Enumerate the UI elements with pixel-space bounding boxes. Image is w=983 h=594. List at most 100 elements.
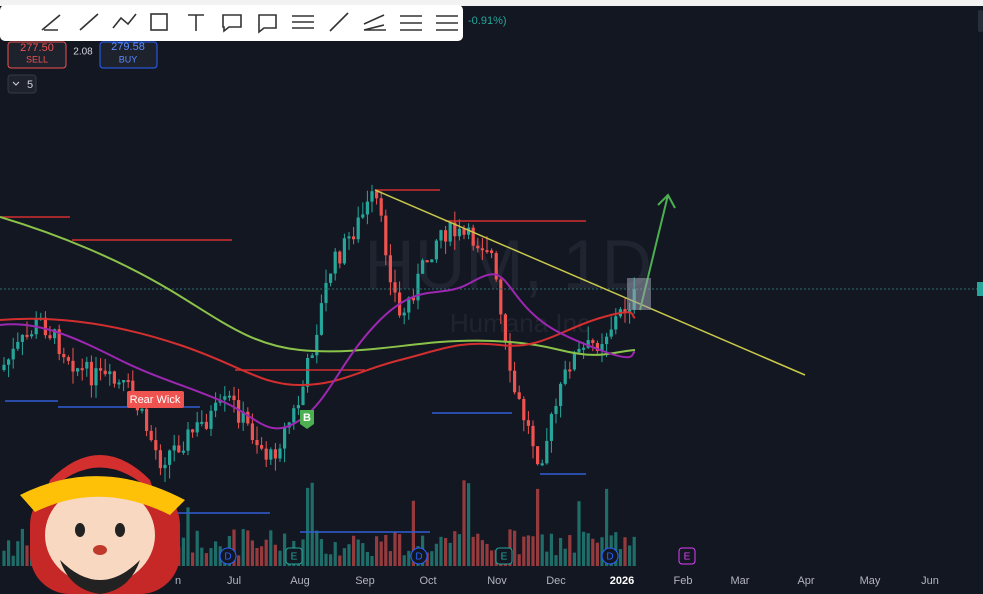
- volume-bar: [485, 543, 489, 566]
- candle-body: [260, 445, 264, 449]
- volume-bar: [632, 536, 636, 566]
- candle-body: [352, 236, 356, 240]
- candle-body: [209, 410, 213, 429]
- candle-body: [361, 214, 365, 218]
- volume-bar: [605, 488, 609, 566]
- tool-path[interactable]: [112, 13, 137, 29]
- candle-body: [347, 236, 351, 239]
- candle-body: [117, 382, 121, 385]
- volume-bar: [232, 529, 236, 566]
- tool-fib[interactable]: [292, 15, 314, 29]
- x-tick-label: Dec: [546, 575, 566, 587]
- volume-bar: [246, 530, 250, 566]
- volume-bar: [329, 554, 333, 566]
- candle-body: [379, 198, 383, 216]
- candle-body: [434, 240, 438, 260]
- candle-body: [563, 369, 567, 384]
- volume-bar: [195, 530, 199, 566]
- volume-bar: [614, 532, 618, 566]
- volume-bar: [315, 530, 319, 566]
- scroll-button[interactable]: [978, 10, 983, 32]
- volume-bar: [333, 542, 337, 566]
- volume-bar: [370, 555, 374, 566]
- tool-line[interactable]: [79, 13, 99, 31]
- buy-button[interactable]: [99, 41, 158, 69]
- price-change: -0.91%): [468, 15, 507, 27]
- x-tick-label: Oct: [419, 575, 436, 587]
- x-tick-label: May: [860, 575, 881, 587]
- candle-body: [572, 352, 576, 370]
- candle-body: [600, 344, 604, 351]
- volume-bar: [7, 540, 11, 566]
- candle-body: [499, 279, 503, 315]
- tool-text[interactable]: [188, 14, 204, 31]
- candle-body: [278, 448, 282, 459]
- sell-button[interactable]: [7, 41, 67, 69]
- volume-bar: [347, 544, 351, 566]
- event-label: D: [415, 552, 422, 563]
- volume-bar: [526, 535, 530, 566]
- candle-body: [549, 413, 553, 441]
- candle-body: [241, 411, 245, 423]
- candle-body: [310, 355, 314, 359]
- event-marker: [601, 547, 619, 565]
- candle-body: [485, 250, 489, 253]
- volume-bar: [16, 541, 20, 566]
- candle-body: [145, 408, 149, 431]
- candle-body: [338, 251, 342, 264]
- volume-bar: [448, 542, 452, 566]
- x-tick-label: Feb: [674, 575, 693, 587]
- volume-bar: [513, 530, 517, 566]
- candle-body: [131, 380, 135, 396]
- candle-body: [329, 273, 333, 283]
- volume-bar: [214, 541, 218, 566]
- candle-body: [503, 314, 507, 342]
- tool-settings[interactable]: [436, 15, 458, 31]
- event-marker: [410, 547, 428, 565]
- candle-body: [457, 228, 461, 237]
- tool-brush[interactable]: [41, 14, 61, 31]
- candle-body: [531, 425, 535, 447]
- volume-bar: [407, 550, 411, 566]
- signal-marker: [300, 410, 314, 429]
- volume-bar: [411, 500, 415, 566]
- indicator-toggle[interactable]: [7, 74, 37, 94]
- volume-bar: [393, 531, 397, 566]
- buy-label: BUY: [119, 54, 138, 64]
- tool-note[interactable]: [258, 14, 277, 34]
- candle-body: [246, 411, 250, 424]
- candle-body: [292, 408, 296, 423]
- volume-bar: [186, 507, 190, 566]
- indicator-count: 5: [27, 79, 33, 91]
- volume-bar: [269, 530, 273, 566]
- tool-callout[interactable]: [222, 14, 242, 33]
- tool-fan[interactable]: [363, 14, 386, 31]
- event-marker: [219, 547, 237, 565]
- candle-body: [356, 217, 360, 240]
- candle-body: [94, 368, 98, 386]
- candle-body: [480, 248, 484, 251]
- volume-bar: [457, 534, 461, 566]
- candle-body: [365, 201, 369, 215]
- volume-bar: [361, 543, 365, 566]
- moving-averages: [0, 216, 636, 430]
- tool-ray[interactable]: [329, 12, 349, 32]
- mascot: [20, 455, 185, 594]
- candle-body: [76, 368, 80, 372]
- candle-body: [453, 222, 457, 237]
- highlight-box: [627, 278, 651, 310]
- volume-bar: [577, 501, 581, 566]
- x-tick-label: Mar: [731, 575, 750, 587]
- volume-bar: [476, 533, 480, 566]
- tool-channel[interactable]: [400, 15, 422, 31]
- candle-body: [554, 406, 558, 414]
- volume-bar: [283, 533, 287, 566]
- candle-body: [103, 370, 107, 375]
- tool-rect[interactable]: [150, 13, 168, 31]
- candle-body: [416, 273, 420, 301]
- candle-body: [522, 398, 526, 421]
- x-tick-label: Sep: [355, 575, 375, 587]
- candle-body: [20, 334, 24, 342]
- candle-body: [315, 334, 319, 356]
- candle-body: [517, 392, 521, 399]
